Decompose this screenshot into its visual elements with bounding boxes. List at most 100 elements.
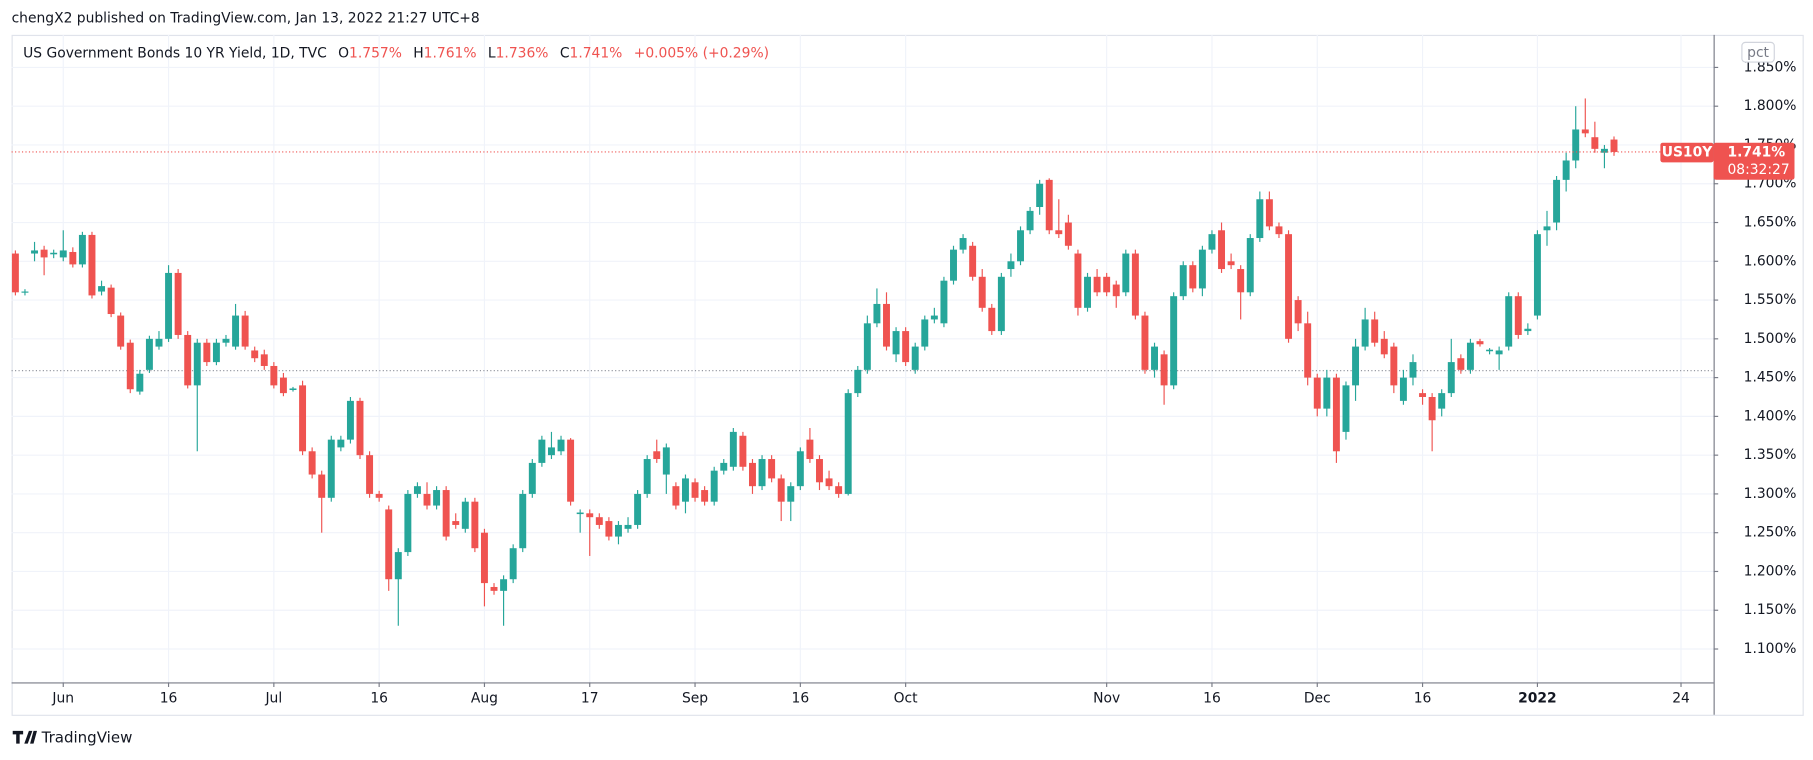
candle-body [1457, 358, 1465, 370]
scale-button-label[interactable]: pct [1747, 45, 1769, 61]
y-tick-label: 1.550% [1744, 292, 1797, 308]
y-tick-label: 1.350% [1744, 447, 1797, 463]
candle-body [1553, 179, 1561, 223]
candle-body [1131, 253, 1139, 316]
candle-body [739, 435, 747, 467]
candle-body [155, 338, 163, 347]
candle-body [758, 459, 766, 487]
footer-logo: TradingView [12, 728, 133, 746]
logo-icon [12, 730, 37, 744]
candle-body [662, 447, 670, 475]
candle-body [184, 334, 192, 386]
axes: 1.100% 1.150% 1.200% 1.250% 1.300% 1.350% 1.40… [51, 59, 1796, 706]
candle-body [107, 287, 115, 315]
candle-body [1581, 129, 1589, 134]
candle-body [1476, 341, 1484, 345]
candle-body [1514, 296, 1522, 335]
candle-body [997, 276, 1005, 332]
x-tick-label: 16 [792, 691, 810, 707]
candle-body [710, 470, 718, 502]
candle-body [557, 439, 565, 452]
candle-body [88, 234, 96, 296]
candle-body [1361, 319, 1369, 347]
publish-header: chengX2 published on TradingView.com, Ja… [12, 11, 480, 27]
candle-body [1409, 362, 1417, 378]
legend-close-label: C [560, 45, 570, 61]
candle-body [796, 451, 804, 487]
candle-body [1084, 276, 1091, 308]
candle-body [1189, 265, 1197, 289]
x-tick-label: Nov [1093, 691, 1120, 707]
candle-body [423, 493, 431, 506]
candle-body [1294, 300, 1302, 324]
candle-body [844, 393, 852, 494]
candle-body [1332, 377, 1340, 452]
x-tick-label: Jul [264, 691, 282, 707]
candle-body [586, 513, 594, 518]
y-tick-label: 1.400% [1744, 408, 1797, 424]
candle-body [433, 490, 441, 506]
candle-body [50, 252, 58, 255]
candle-body [461, 501, 469, 529]
candle-body [1218, 230, 1226, 270]
candle-body [816, 459, 823, 483]
candle-body [978, 276, 986, 308]
x-tick-label: 16 [1414, 691, 1432, 707]
legend-high-label: H [413, 45, 423, 61]
candle-body [614, 524, 622, 537]
candle-body [241, 315, 249, 347]
candle-body [126, 342, 134, 390]
candle-body [308, 451, 316, 475]
candle-body [1562, 160, 1570, 180]
y-tick-label: 1.650% [1744, 215, 1797, 231]
scale-button[interactable] [1741, 41, 1775, 63]
candle-body [442, 490, 450, 537]
x-tick-label: 16 [1203, 691, 1221, 707]
candle-body [1179, 265, 1187, 297]
candle-body [1390, 346, 1398, 386]
candle-body [768, 459, 776, 479]
candle-body [136, 373, 144, 392]
candle-body [165, 272, 173, 339]
candle-body [11, 253, 19, 293]
x-tick-label: 2022 [1518, 691, 1557, 707]
y-tick-label: 1.100% [1744, 641, 1797, 657]
candle-body [31, 250, 39, 254]
x-tick-label: 16 [370, 691, 388, 707]
candle-body [883, 303, 890, 347]
candle-body [1342, 385, 1350, 432]
candle-body [902, 331, 910, 363]
candle-body [471, 501, 479, 549]
candle-body [1543, 226, 1551, 231]
candle-body [1112, 284, 1120, 297]
candle-body [1505, 296, 1513, 347]
ticker-box [1660, 142, 1714, 163]
candle-body [634, 493, 642, 525]
candle-body [212, 342, 220, 363]
candle-body [78, 234, 86, 265]
candle-body [825, 478, 833, 487]
candle-body [251, 350, 259, 359]
candle-body [1198, 249, 1206, 289]
x-tick-label: Aug [471, 691, 498, 707]
candle-body [1237, 269, 1245, 293]
candle-body [653, 451, 661, 460]
candle-body [59, 250, 67, 258]
candle-body [1160, 354, 1168, 386]
candle-body [1045, 179, 1053, 231]
candle-body [1380, 338, 1388, 355]
legend-low-label: L [488, 45, 496, 61]
candle-body [988, 307, 996, 332]
candle-body [117, 315, 125, 347]
candle-body [40, 249, 48, 258]
candle-body [1026, 210, 1034, 231]
footer-brand: TradingView [41, 728, 133, 746]
candle-body [682, 478, 689, 502]
price-label: 1.741% [1727, 145, 1785, 161]
candle-body [1275, 226, 1283, 235]
price-box [1713, 142, 1795, 180]
candle-body [567, 439, 575, 502]
y-tick-label: 1.700% [1744, 176, 1797, 192]
x-tick-label: 24 [1672, 691, 1690, 707]
